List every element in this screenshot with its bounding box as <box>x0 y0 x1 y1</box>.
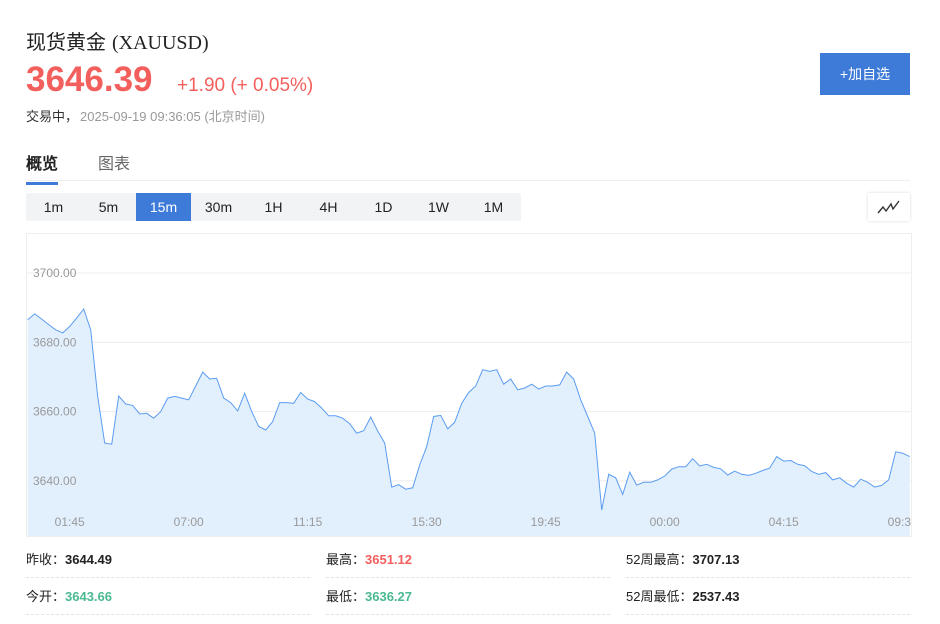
period-1M[interactable]: 1M <box>483 199 504 215</box>
current-price: 3646.39 <box>26 60 153 99</box>
stat-label: 今开： <box>26 589 66 604</box>
stat-item: 最高：3651.12 <box>326 542 610 578</box>
instrument-symbol: (XAUUSD) <box>112 32 209 54</box>
stat-item: 52周最高：3707.13 <box>626 542 910 578</box>
status-text: 交易中， <box>26 109 79 124</box>
price-chart[interactable]: 3700.00 3680.00 3660.00 3640.00 01:45 07:00 11… <box>26 233 912 537</box>
stat-label: 52周最高： <box>626 552 693 567</box>
x-tick-label: 00:00 <box>650 515 680 529</box>
timestamp: 2025-09-19 09:36:05 (北京时间) <box>80 109 265 124</box>
stat-label: 最高： <box>326 552 366 567</box>
add-watchlist-button[interactable]: +加自选 <box>820 53 910 95</box>
y-tick-label: 3660.00 <box>33 405 77 419</box>
tab-overview[interactable]: 概览 <box>26 150 59 185</box>
period-1H[interactable]: 1H <box>264 199 283 215</box>
trading-status: 交易中， 2025-09-19 09:36:05 (北京时间) <box>26 106 265 125</box>
stat-label: 最低： <box>326 589 366 604</box>
tab-bar: 概览 图表 <box>26 150 910 185</box>
stat-value: 2537.43 <box>692 589 740 604</box>
instrument-title: 现货黄金 (XAUUSD) <box>26 26 209 55</box>
tab-chart[interactable]: 图表 <box>98 156 131 173</box>
period-1W[interactable]: 1W <box>428 199 449 215</box>
stat-item: 昨收：3644.49 <box>26 542 310 578</box>
instrument-name: 现货黄金 <box>26 32 106 54</box>
price-line <box>27 307 910 511</box>
period-15m[interactable]: 15m <box>136 193 191 221</box>
stat-item: 最低：3636.27 <box>326 579 610 615</box>
stat-label: 昨收： <box>26 552 66 567</box>
stat-value: 3644.49 <box>65 552 113 567</box>
x-tick-label: 15:30 <box>412 515 442 529</box>
x-tick-label: 04:15 <box>769 515 799 529</box>
x-tick-label: 11:15 <box>293 515 322 529</box>
chart-canvas: 3700.00 3680.00 3660.00 3640.00 01:45 07:00 11… <box>27 266 911 536</box>
chart-type-button[interactable] <box>868 193 910 221</box>
price-area <box>27 309 910 536</box>
stat-value: 3636.27 <box>365 589 413 604</box>
period-4H[interactable]: 4H <box>319 199 338 215</box>
period-1D[interactable]: 1D <box>374 199 393 215</box>
stat-item: 今开：3643.66 <box>26 579 310 615</box>
period-5m[interactable]: 5m <box>98 199 119 215</box>
x-tick-label: 07:00 <box>174 515 204 529</box>
x-tick-label: 01:45 <box>55 515 85 529</box>
stat-value: 3651.12 <box>365 552 413 567</box>
period-selector: 1m 5m 15m 30m 1H 4H 1D 1W 1M <box>26 193 521 221</box>
y-tick-label: 3700.00 <box>33 266 77 280</box>
y-tick-label: 3680.00 <box>33 335 77 349</box>
line-chart-icon <box>877 200 900 214</box>
stat-item: 52周最低：2537.43 <box>626 579 910 615</box>
period-1m[interactable]: 1m <box>43 199 64 215</box>
stat-value: 3707.13 <box>692 552 740 567</box>
price-change: +1.90 (+ 0.05%) <box>177 75 314 96</box>
x-tick-label: 09:30 <box>888 515 911 529</box>
period-30m[interactable]: 30m <box>204 199 233 215</box>
y-tick-label: 3640.00 <box>33 474 77 488</box>
x-tick-label: 19:45 <box>531 515 561 529</box>
stat-value: 3643.66 <box>65 589 113 604</box>
stat-label: 52周最低： <box>626 589 693 604</box>
